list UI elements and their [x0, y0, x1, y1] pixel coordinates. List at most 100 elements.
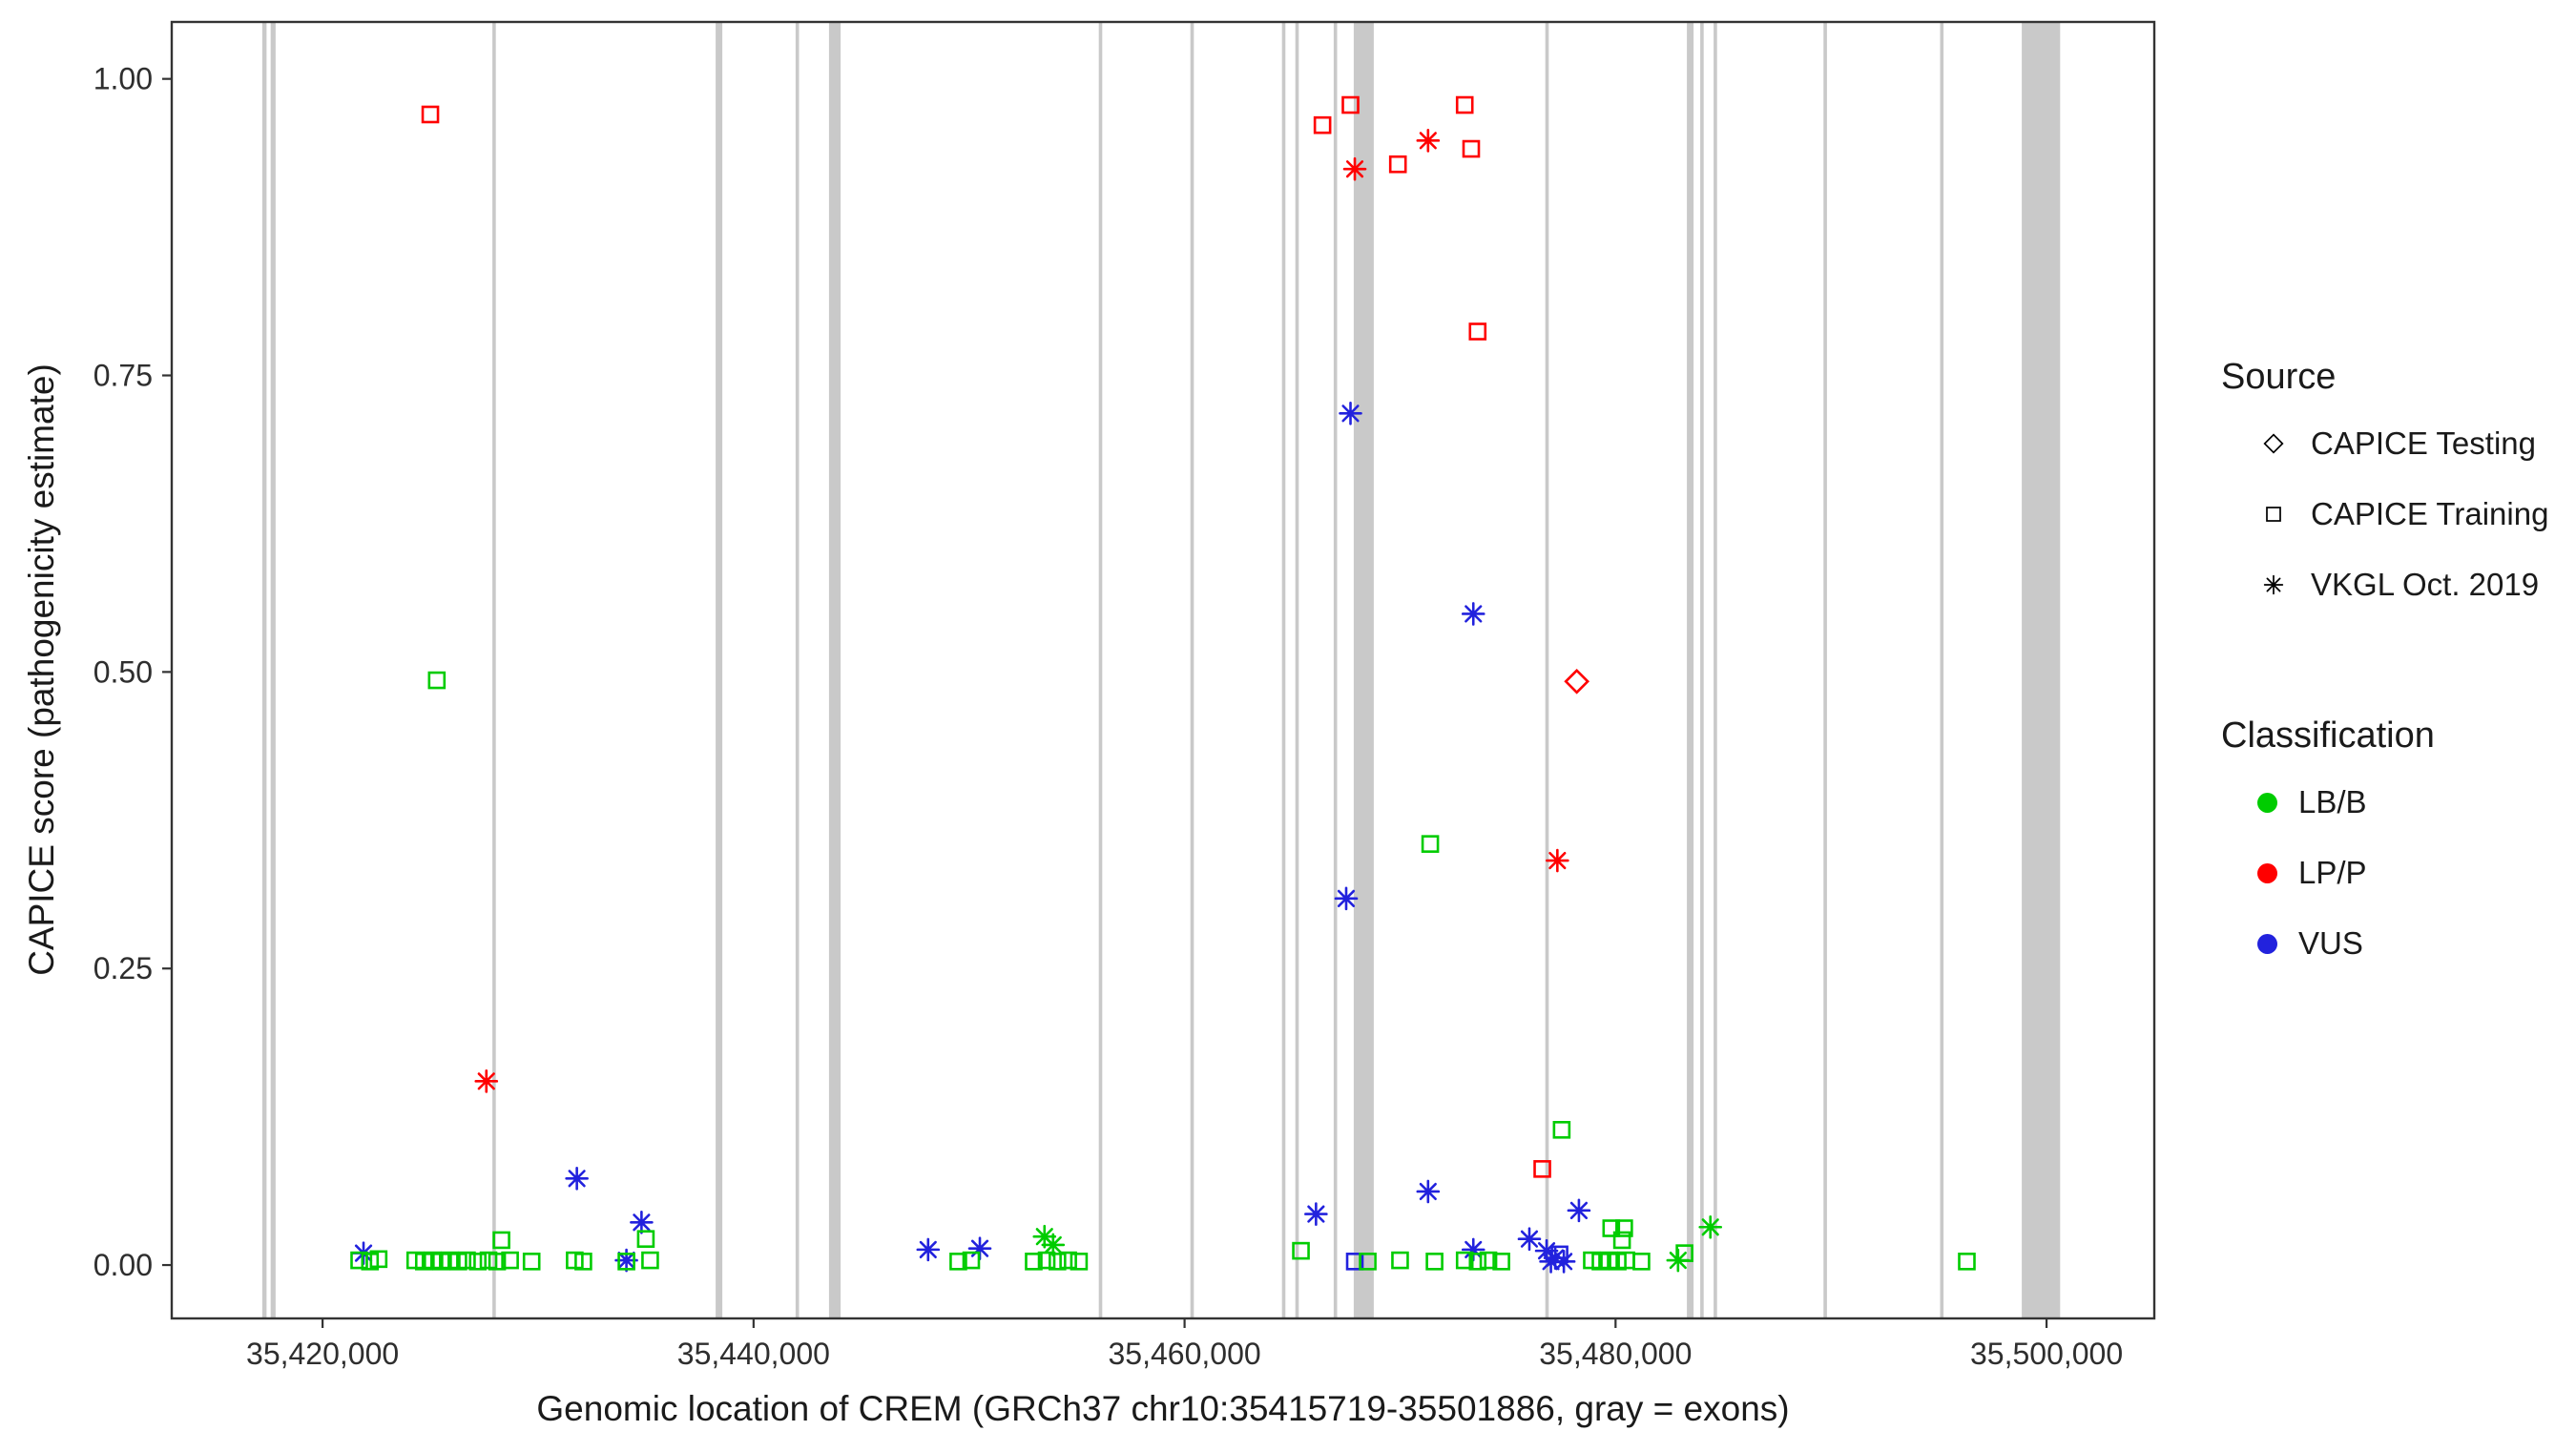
data-point-square	[1602, 1219, 1621, 1237]
data-point-square	[1550, 1245, 1568, 1264]
exon-band	[1353, 22, 1374, 1318]
exon-band	[1333, 22, 1338, 1318]
asterisk-icon	[2257, 569, 2290, 601]
lpp-dot-icon	[2257, 862, 2277, 883]
data-point-asterisk	[1666, 1248, 1691, 1273]
x-tick-label: 35,480,000	[1539, 1337, 1692, 1371]
y-tick-label: 1.00	[93, 62, 153, 96]
data-point-square	[421, 105, 440, 124]
data-point-square	[350, 1251, 368, 1270]
data-point-square	[1070, 1253, 1089, 1271]
legend-item-label: CAPICE Testing	[2311, 425, 2536, 461]
data-point-square	[1292, 1241, 1310, 1260]
data-point-square	[501, 1251, 519, 1270]
data-point-square	[1388, 155, 1407, 174]
exon-band	[1281, 22, 1286, 1318]
data-point-asterisk	[1517, 1227, 1542, 1251]
exon-band	[270, 22, 276, 1318]
exon-band	[1823, 22, 1827, 1318]
legend-item-vkgl: VKGL Oct. 2019	[2221, 563, 2548, 607]
data-point-asterisk	[1546, 848, 1569, 873]
data-point-asterisk	[1416, 129, 1441, 153]
exon-band	[1295, 22, 1299, 1318]
data-point-square	[488, 1253, 507, 1271]
legend-item-capice-testing: CAPICE Testing	[2221, 422, 2548, 466]
exon-band	[492, 22, 496, 1318]
exon-band	[1940, 22, 1944, 1318]
data-point-square	[1059, 1251, 1077, 1270]
data-point-square	[492, 1231, 510, 1250]
legend-item-vus: VUS	[2221, 922, 2548, 965]
exon-band	[2022, 22, 2061, 1318]
data-point-square	[636, 1230, 655, 1248]
data-point-square	[1025, 1253, 1043, 1271]
data-point-square	[1958, 1253, 1976, 1271]
y-tick-label: 0.25	[93, 951, 153, 985]
data-point-asterisk	[1461, 602, 1485, 626]
data-point-square	[522, 1253, 541, 1271]
data-point-square	[427, 671, 447, 690]
legend-item-label: LB/B	[2298, 784, 2367, 819]
data-point-square	[1455, 95, 1474, 114]
x-tick-label: 35,440,000	[677, 1337, 830, 1371]
data-point-square	[468, 1253, 488, 1271]
data-point-asterisk	[474, 1069, 499, 1093]
y-tick-label: 0.75	[93, 359, 153, 393]
data-point-square	[458, 1251, 476, 1270]
data-point-square	[1421, 835, 1440, 853]
exon-band	[1190, 22, 1195, 1318]
data-point-asterisk	[1416, 1179, 1441, 1204]
data-point-square	[1313, 115, 1332, 135]
y-axis-title: CAPICE score (pathogenicity estimate)	[22, 363, 61, 976]
data-point-square	[962, 1251, 981, 1270]
data-point-square	[1037, 1251, 1056, 1270]
data-point-asterisk	[614, 1248, 638, 1273]
exon-band	[1098, 22, 1103, 1318]
lbb-dot-icon	[2257, 792, 2277, 813]
legend-item-label: LP/P	[2298, 855, 2367, 890]
data-point-square	[1615, 1219, 1633, 1237]
data-point-asterisk	[1461, 1237, 1485, 1262]
data-point-square	[1632, 1253, 1651, 1271]
data-point-diamond	[1564, 668, 1590, 695]
legend-item-label: CAPICE Training	[2311, 496, 2549, 531]
data-point-square	[1612, 1231, 1631, 1250]
data-point-square	[1468, 322, 1487, 341]
x-tick-label: 35,420,000	[246, 1337, 399, 1371]
square-icon	[2257, 498, 2290, 530]
exon-band	[1687, 22, 1694, 1318]
data-point-asterisk	[1342, 156, 1367, 181]
data-point-asterisk	[1339, 402, 1362, 425]
legend-item-label: VKGL Oct. 2019	[2311, 567, 2540, 602]
data-point-asterisk	[630, 1210, 654, 1234]
panel-border	[170, 20, 2156, 1320]
data-point-square	[1391, 1251, 1409, 1270]
data-point-square	[1345, 1253, 1364, 1271]
legend-item-lpp: LP/P	[2221, 851, 2548, 895]
data-point-square	[1455, 1251, 1474, 1270]
data-point-square	[1425, 1253, 1444, 1271]
data-point-square	[1533, 1160, 1551, 1178]
legend-item-label: VUS	[2298, 925, 2363, 961]
data-point-asterisk	[565, 1166, 589, 1191]
legend-classification-title: Classification	[2221, 716, 2435, 756]
data-point-square	[1468, 1253, 1487, 1271]
exon-band	[1545, 22, 1549, 1318]
data-point-square	[1479, 1251, 1498, 1270]
data-point-square	[949, 1253, 967, 1271]
vus-dot-icon	[2257, 933, 2277, 954]
exon-band	[1714, 22, 1717, 1318]
data-point-asterisk	[1041, 1233, 1066, 1257]
data-point-asterisk	[967, 1236, 992, 1260]
legend-source-title: Source	[2221, 357, 2337, 397]
x-tick-label: 35,500,000	[1970, 1337, 2123, 1371]
legend-item-lbb: LB/B	[2221, 780, 2548, 824]
data-point-asterisk	[916, 1237, 941, 1262]
data-point-square	[1359, 1253, 1377, 1271]
data-point-asterisk	[1698, 1214, 1723, 1239]
data-point-square	[1049, 1253, 1067, 1271]
data-point-asterisk	[1543, 1246, 1568, 1270]
data-point-square	[1341, 95, 1360, 114]
